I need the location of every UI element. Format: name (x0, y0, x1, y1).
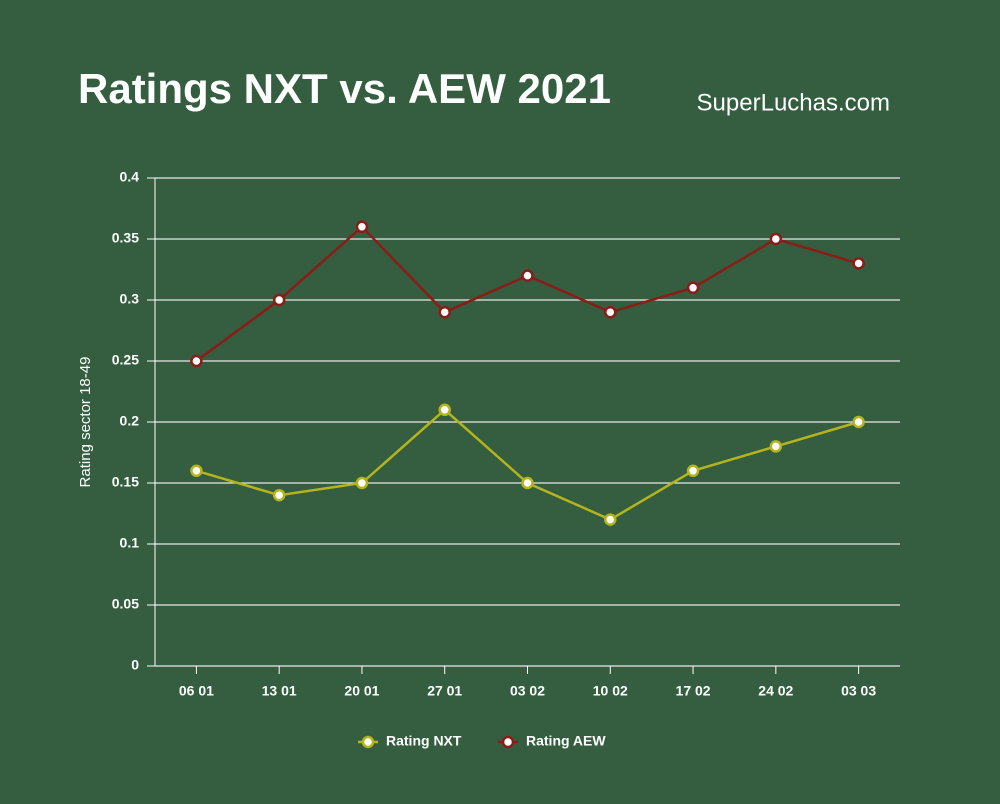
legend-label: Rating NXT (386, 733, 462, 749)
x-tick-label: 27 01 (427, 683, 462, 699)
y-tick-label: 0.05 (112, 596, 139, 612)
x-tick-label: 10 02 (593, 683, 628, 699)
point (272, 293, 286, 307)
y-tick-label: 0.1 (120, 535, 140, 551)
point (686, 464, 700, 478)
x-tick-label: 03 02 (510, 683, 545, 699)
point (852, 415, 865, 429)
y-tick-label: 0 (131, 657, 139, 673)
point (686, 281, 700, 295)
y-tick-label: 0.3 (120, 291, 140, 307)
point (355, 476, 369, 490)
y-tick-label: 0.2 (120, 413, 140, 429)
point (272, 488, 286, 502)
legend-label: Rating AEW (526, 733, 606, 749)
x-tick-label: 20 01 (344, 683, 379, 699)
point (438, 305, 451, 319)
x-tick-label: 17 02 (676, 683, 711, 699)
source: SuperLuchas.com (697, 89, 890, 116)
x-tick-label: 03 03 (841, 683, 876, 699)
point (852, 257, 865, 270)
y-axis-label: Rating sector 18-49 (77, 357, 94, 488)
x-tick-label: 24 02 (758, 683, 793, 699)
point (521, 269, 534, 282)
point (604, 513, 617, 526)
y-tick-label: 0.35 (112, 230, 139, 246)
legend-marker (361, 735, 375, 749)
point (438, 403, 451, 417)
y-tick-label: 0.15 (112, 474, 139, 490)
point (190, 354, 203, 368)
point (521, 476, 534, 490)
legend-marker (501, 735, 515, 749)
point (769, 440, 783, 453)
y-tick-label: 0.4 (120, 169, 140, 185)
chart-title: Ratings NXT vs. AEW 2021 (78, 65, 611, 112)
point (769, 232, 783, 246)
point (190, 464, 203, 478)
point (355, 220, 369, 234)
y-tick-label: 0.25 (112, 352, 139, 368)
x-tick-label: 13 01 (262, 683, 297, 699)
point (604, 305, 617, 319)
x-tick-label: 06 01 (179, 683, 214, 699)
